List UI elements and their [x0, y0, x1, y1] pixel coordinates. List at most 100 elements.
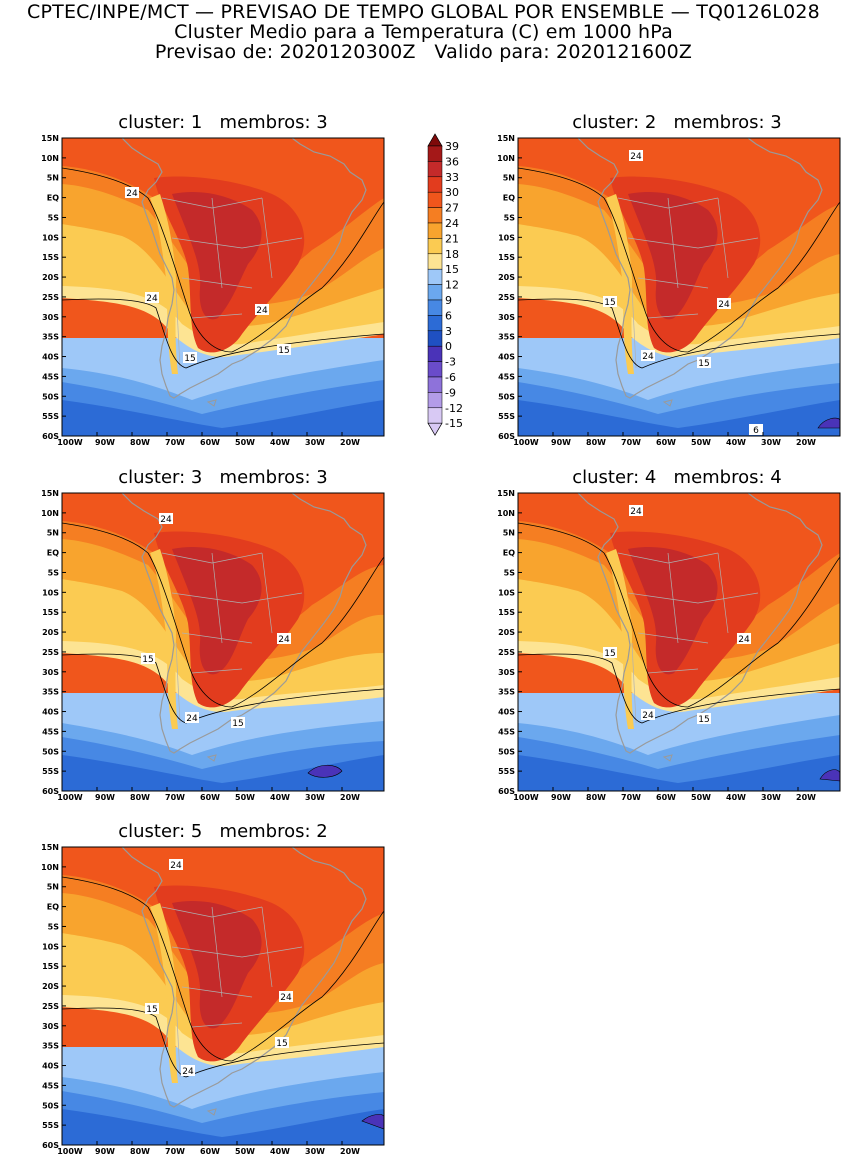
- contour-label: 15: [183, 352, 197, 364]
- lat-tick-label: 50S: [498, 392, 515, 401]
- svg-text:24: 24: [160, 515, 172, 525]
- lon-tick-label: 100W: [513, 438, 539, 447]
- map-panel-cluster-3: 24 15 24 24 15 15N 10N 5N EQ 5S 10S 15S 20S 25S 30S 35S…: [41, 489, 385, 802]
- colorbar-label: 27: [445, 202, 459, 215]
- cold-patch: [817, 417, 840, 429]
- lon-tick-label: 30W: [305, 1147, 325, 1156]
- svg-text:15: 15: [698, 359, 709, 369]
- svg-text:24: 24: [630, 507, 642, 517]
- map-frame: [61, 137, 385, 437]
- lon-tick-label: 80W: [586, 793, 606, 802]
- lat-tick-label: EQ: [503, 549, 515, 558]
- country-border: [717, 197, 729, 279]
- contour-label: 15: [277, 344, 291, 356]
- colorbar-box: [427, 207, 443, 224]
- colorbar-label: 12: [445, 279, 459, 292]
- colorbar-box: [427, 253, 443, 270]
- lat-tick-label: 35S: [42, 688, 59, 697]
- lat-tick-label: 15S: [42, 253, 59, 262]
- country-border: [191, 1022, 243, 1028]
- country-border: [627, 592, 759, 604]
- contour-label: 15: [603, 647, 617, 659]
- lat-tick-label: 35S: [42, 1042, 59, 1051]
- temperature-band: [172, 900, 262, 1029]
- svg-text:15: 15: [278, 346, 289, 356]
- contour-label: 24: [279, 991, 293, 1003]
- lat-tick-label: EQ: [47, 194, 59, 203]
- lat-tick-label: 10S: [498, 588, 515, 597]
- lat-tick-label: 5N: [503, 174, 515, 183]
- lat-tick-label: 25S: [42, 648, 59, 657]
- lat-tick-label: 60S: [42, 1141, 59, 1150]
- colorbar-label: 3: [445, 325, 452, 338]
- colorbar-label: 24: [445, 217, 459, 230]
- lon-tick-label: 70W: [621, 438, 641, 447]
- contour-label: 15: [697, 713, 711, 725]
- coastline: [577, 138, 823, 399]
- lat-tick-label: EQ: [503, 194, 515, 203]
- map-panel-cluster-4: 24 15 24 24 15 15N 10N 5N EQ 5S 10S 15S 20S 25S 30S 35S…: [497, 489, 841, 802]
- lon-tick-label: 80W: [130, 1147, 150, 1156]
- svg-text:24: 24: [278, 635, 290, 645]
- lat-tick-label: 50S: [42, 747, 59, 756]
- lat-tick-label: 45S: [42, 1081, 59, 1090]
- lat-tick-label: 25S: [498, 648, 515, 657]
- colorbar-box: [427, 376, 443, 393]
- lat-tick-label: 35S: [498, 333, 515, 342]
- lat-tick-label: 25S: [498, 293, 515, 302]
- lon-tick-label: 100W: [513, 793, 539, 802]
- lat-tick-label: 10N: [497, 154, 515, 163]
- lat-tick-label: 15S: [42, 608, 59, 617]
- contour-label: 6: [749, 424, 763, 436]
- colorbar-box: [427, 268, 443, 285]
- lat-tick-label: 30S: [42, 313, 59, 322]
- lon-tick-label: 40W: [726, 793, 746, 802]
- panel-3-title: cluster: 3 membros: 3: [118, 467, 328, 488]
- colorbar-label: -15: [445, 417, 463, 430]
- colorbar-label: 33: [445, 171, 459, 184]
- lat-tick-label: 15S: [42, 962, 59, 971]
- lat-tick-label: 40S: [498, 708, 515, 717]
- colorbar-top-triangle: [427, 133, 443, 147]
- lat-tick-label: 30S: [42, 1022, 59, 1031]
- figure-title-line2: Cluster Medio para a Temperatura (C) em …: [174, 21, 673, 43]
- country-border: [261, 906, 273, 988]
- colorbar-box: [427, 238, 443, 255]
- lon-tick-label: 50W: [235, 438, 255, 447]
- lon-tick-label: 70W: [165, 1147, 185, 1156]
- lat-tick-label: 5N: [503, 529, 515, 538]
- temperature-band: [172, 546, 262, 675]
- lat-tick-label: 30S: [498, 668, 515, 677]
- svg-text:24: 24: [256, 306, 268, 316]
- lon-tick-label: 20W: [796, 793, 816, 802]
- country-border: [191, 313, 243, 319]
- country-border: [161, 552, 263, 564]
- contour-label: 24: [181, 1065, 195, 1077]
- svg-text:15: 15: [604, 649, 615, 659]
- svg-text:24: 24: [642, 352, 654, 362]
- svg-text:24: 24: [170, 861, 182, 871]
- contour-label: 15: [141, 653, 155, 665]
- svg-text:24: 24: [738, 635, 750, 645]
- lon-tick-label: 70W: [621, 793, 641, 802]
- contour-label: 24: [169, 859, 183, 871]
- country-border: [637, 277, 709, 289]
- lon-tick-label: 30W: [761, 438, 781, 447]
- contour-label: 24: [641, 709, 655, 721]
- svg-text:24: 24: [630, 152, 642, 162]
- country-border: [627, 237, 759, 249]
- contour-label: 24: [255, 304, 269, 316]
- coastline: [121, 493, 367, 754]
- temperature-band: [172, 191, 262, 320]
- lat-tick-label: 5N: [47, 883, 59, 892]
- country-border: [181, 632, 253, 644]
- lat-tick-label: 10N: [41, 863, 59, 872]
- contour-label: 15: [603, 296, 617, 308]
- lat-tick-label: 10S: [42, 942, 59, 951]
- country-border: [211, 906, 223, 998]
- figure-title-line3: Previsao de: 2020120300Z Valido para: 20…: [154, 41, 693, 63]
- lat-tick-label: 50S: [42, 1101, 59, 1110]
- lat-tick-label: 20S: [42, 628, 59, 637]
- lon-tick-label: 60W: [200, 438, 220, 447]
- svg-text:24: 24: [718, 300, 730, 310]
